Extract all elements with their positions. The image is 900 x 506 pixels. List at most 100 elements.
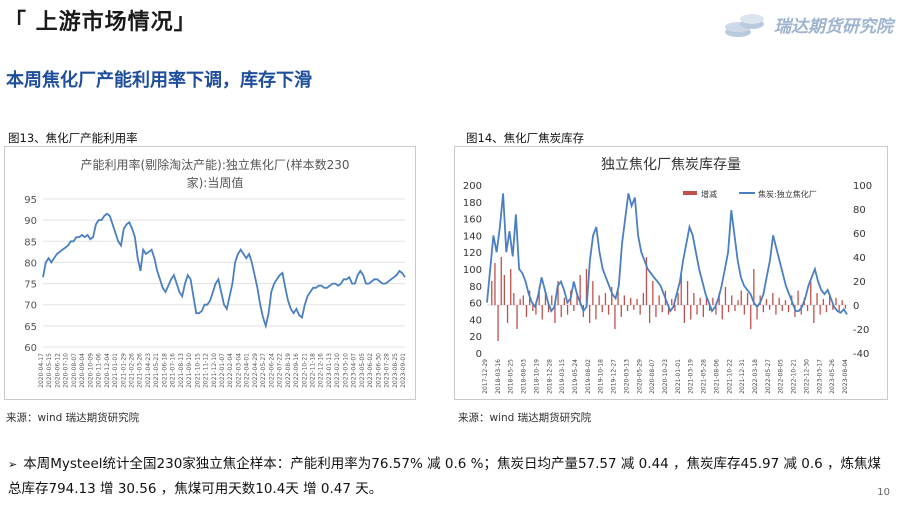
summary-paragraph: ➢ 本周Mysteel统计全国230家独立焦企样本：产能利用率为76.57% 减 … <box>8 452 888 502</box>
chart2-right-ytick-label: 0 <box>853 301 859 312</box>
chart2-xtick-label: 2019-03-15 <box>559 359 566 394</box>
chart2-change-bar <box>765 299 768 305</box>
chart2-change-bar <box>671 299 673 305</box>
chart2-change-bar <box>547 305 550 313</box>
chart2-change-bar <box>699 297 701 305</box>
chart2-change-bar <box>642 293 644 305</box>
chart2-change-bar <box>595 305 597 320</box>
chart2-left-ytick-label: 120 <box>463 248 482 259</box>
chart1-xtick-label: 2020-06-12 <box>54 353 61 388</box>
fig13-label: 图13、焦化厂产能利用率 <box>8 131 138 145</box>
chart1-ytick-label: 90 <box>24 216 37 227</box>
chart1-xtick-label: 2023-06-02 <box>367 353 374 388</box>
chart2-xtick-label: 2022-03-18 <box>752 359 759 394</box>
chart2-change-bar <box>686 281 689 305</box>
chart2-change-bar <box>516 305 518 329</box>
chart2-change-bar <box>674 305 676 311</box>
chart1-xtick-label: 2023-07-28 <box>384 353 391 388</box>
chart2-xtick-label: 2020-10-23 <box>662 359 669 394</box>
chart2-change-bar <box>696 305 698 315</box>
chart1-xtick-label: 2022-04-29 <box>252 353 259 388</box>
chart2-change-bar <box>566 305 569 315</box>
chart2-xtick-label: 2023-03-17 <box>816 359 823 394</box>
chart2-change-bar <box>626 305 629 311</box>
chart2-left-ytick-label: 200 <box>463 181 482 192</box>
fig14-label: 图14、焦化厂焦炭库存 <box>466 131 585 145</box>
chart2-left-ytick-label: 160 <box>463 215 482 226</box>
chart1-xtick-label: 2020-07-10 <box>63 353 70 388</box>
chart1-xtick-label: 2023-01-13 <box>326 353 333 388</box>
chart2-change-bar <box>611 287 613 305</box>
chart2-xtick-label: 2022-05-27 <box>765 359 772 394</box>
chart1-xtick-label: 2022-12-16 <box>318 353 325 388</box>
chart2-right-ytick-label: 40 <box>853 253 866 264</box>
chart2-change-bar <box>554 305 556 323</box>
chart1-xtick-label: 2020-05-15 <box>46 353 53 388</box>
chart2-xtick-label: 2023-08-04 <box>842 359 849 394</box>
chart2-change-bar <box>497 305 499 341</box>
chart1-xtick-label: 2020-08-07 <box>71 353 78 388</box>
chart2-change-bar <box>775 305 777 315</box>
chart2-change-bar <box>743 305 745 315</box>
chart2-change-bar <box>617 290 619 305</box>
chart1-title-line1: 产能利用率(剔除淘汰产能):独立焦化厂(样本数230 <box>81 157 350 172</box>
chart2-xtick-label: 2021-12-31 <box>739 359 746 394</box>
chart2-change-bar <box>557 281 559 305</box>
logo-text: 瑞达期货研究院 <box>774 17 893 37</box>
chart2-change-bar <box>829 295 831 305</box>
chart2-change-bar <box>544 293 547 305</box>
chart1-xtick-label: 2022-01-07 <box>219 353 226 388</box>
chart2-change-bar <box>680 275 682 305</box>
chart2-change-bar <box>522 295 524 305</box>
chart2-change-bar <box>592 281 594 305</box>
chart2-right-ytick-label: 20 <box>853 277 866 288</box>
chart2-change-bar <box>560 305 562 317</box>
chart2-change-bar <box>658 295 660 305</box>
chart2-xtick-label: 2021-08-06 <box>713 359 720 394</box>
chart2-change-bar <box>753 269 755 305</box>
chart2-legend-bar-swatch <box>683 191 697 195</box>
chart2-change-bar <box>607 305 610 315</box>
chart2-xtick-label: 2019-10-18 <box>598 359 605 394</box>
chart1-xtick-label: 2021-07-16 <box>170 353 177 388</box>
chart2-change-bar <box>772 293 774 305</box>
chart1-xtick-label: 2021-04-23 <box>145 353 152 388</box>
chart2-change-bar <box>737 300 739 305</box>
chart2-change-bar <box>614 305 616 329</box>
chart1-ytick-label: 65 <box>24 322 37 333</box>
chart2-xtick-label: 2021-05-28 <box>701 359 708 394</box>
chart2-change-bar <box>623 295 625 305</box>
chart2-change-bar <box>683 305 685 323</box>
chart1-xtick-label: 2022-08-19 <box>285 353 292 388</box>
chart2-change-bar <box>491 281 493 305</box>
coke-inventory-chart: 独立焦化厂焦炭库存量 增减 焦炭:独立焦化厂 200180160140120100… <box>463 157 872 394</box>
coins-icon <box>725 14 764 37</box>
chart2-change-bar <box>841 300 843 305</box>
chart2-change-bar <box>645 257 648 305</box>
chart2-change-bar <box>762 305 764 313</box>
chart1-ytick-label: 80 <box>24 258 37 269</box>
chart2-xtick-label: 2022-10-21 <box>791 359 798 394</box>
chart2-change-bar <box>639 305 641 315</box>
chart2-change-bar <box>750 305 752 329</box>
chart2-xtick-label: 2021-10-22 <box>726 359 733 394</box>
chart1-xtick-label: 2022-03-04 <box>235 353 242 388</box>
chart2-change-bar <box>525 305 528 317</box>
chart2-xtick-label: 2018-05-25 <box>508 359 515 394</box>
chart1-xtick-label: 2023-02-10 <box>334 353 341 388</box>
chart2-change-bar <box>781 305 783 311</box>
chart1-xtick-label: 2023-03-10 <box>342 353 349 388</box>
chart1-xtick-label: 2021-10-15 <box>194 353 201 388</box>
chart2-xtick-label: 2022-12-30 <box>803 359 810 394</box>
chart2-change-bar <box>813 305 815 323</box>
chart2-change-bar <box>693 293 695 305</box>
chart2-change-bar <box>620 305 622 317</box>
chart2-inventory-line <box>486 193 848 315</box>
chart1-ytick-label: 70 <box>24 301 37 312</box>
chart2-xtick-label: 2017-12-29 <box>482 359 489 394</box>
chart1-xtick-label: 2021-01-29 <box>120 353 127 388</box>
chart2-change-bar <box>677 293 679 305</box>
chart2-change-bar <box>503 275 505 305</box>
chart2-left-ytick-label: 180 <box>463 198 482 209</box>
chart2-left-ytick-label: 60 <box>469 299 482 310</box>
